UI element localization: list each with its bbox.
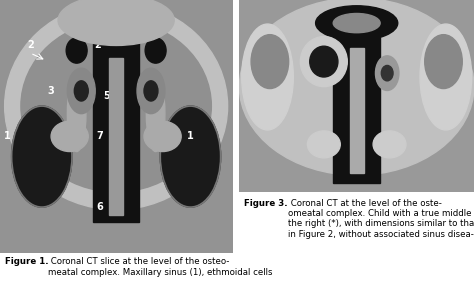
Text: 2: 2	[27, 40, 34, 51]
Ellipse shape	[66, 38, 87, 63]
Ellipse shape	[375, 56, 399, 91]
Text: Coronal CT at the level of the oste-
omeatal complex. Child with a true middle c: Coronal CT at the level of the oste- ome…	[288, 199, 474, 239]
Text: 1: 1	[4, 132, 10, 141]
Ellipse shape	[51, 121, 88, 152]
Ellipse shape	[5, 2, 228, 210]
Ellipse shape	[146, 76, 165, 152]
Ellipse shape	[333, 14, 380, 33]
Ellipse shape	[21, 20, 211, 192]
Ellipse shape	[58, 0, 174, 46]
Text: *: *	[113, 61, 119, 71]
Ellipse shape	[420, 24, 472, 130]
Text: Figure 1.: Figure 1.	[5, 257, 48, 266]
Text: 5: 5	[103, 91, 110, 101]
Ellipse shape	[381, 66, 393, 81]
Ellipse shape	[316, 6, 398, 40]
Bar	[93, 40, 139, 222]
Ellipse shape	[301, 37, 347, 87]
Ellipse shape	[11, 106, 72, 207]
Text: 3: 3	[48, 86, 55, 96]
Ellipse shape	[373, 131, 406, 158]
Ellipse shape	[308, 131, 340, 158]
Ellipse shape	[310, 46, 338, 77]
Text: *: *	[318, 47, 325, 60]
Ellipse shape	[104, 33, 128, 58]
Ellipse shape	[242, 24, 293, 130]
Ellipse shape	[251, 34, 289, 89]
Text: 7: 7	[97, 132, 103, 141]
Bar	[109, 58, 123, 215]
Ellipse shape	[239, 0, 474, 175]
Text: 4: 4	[52, 136, 59, 146]
Text: 2: 2	[94, 40, 101, 51]
Ellipse shape	[74, 81, 88, 101]
Text: 1: 1	[187, 132, 194, 141]
Ellipse shape	[67, 68, 95, 114]
Ellipse shape	[160, 106, 220, 207]
Text: Figure 3.: Figure 3.	[244, 199, 288, 208]
Ellipse shape	[67, 76, 86, 152]
Bar	[333, 25, 380, 183]
Bar	[350, 48, 364, 173]
Text: Coronal CT slice at the level of the osteo-
meatal complex. Maxillary sinus (1),: Coronal CT slice at the level of the ost…	[48, 257, 273, 277]
Ellipse shape	[145, 38, 166, 63]
Ellipse shape	[144, 81, 158, 101]
Ellipse shape	[137, 68, 165, 114]
Text: 6: 6	[97, 202, 103, 212]
Ellipse shape	[144, 121, 181, 152]
Ellipse shape	[425, 34, 462, 89]
